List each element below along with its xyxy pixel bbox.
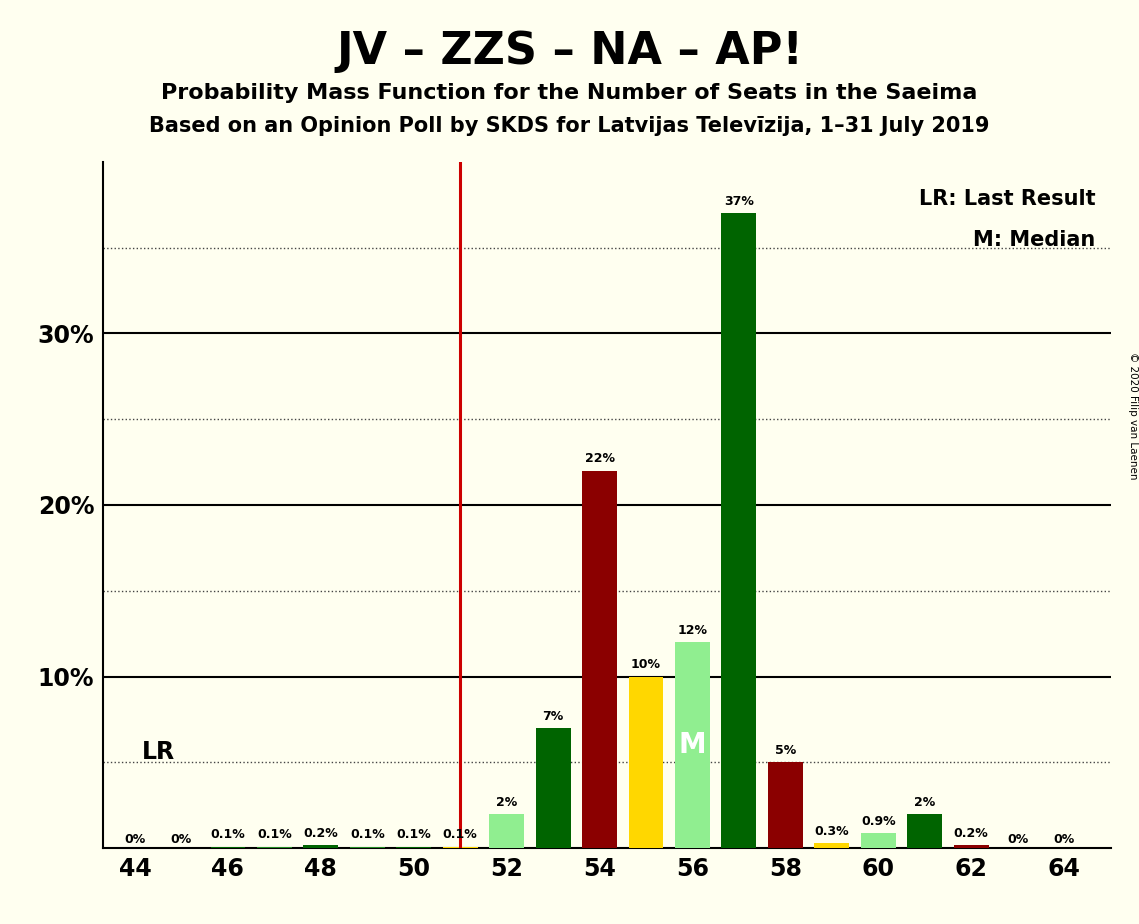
Bar — [257, 846, 292, 848]
Text: 0.1%: 0.1% — [257, 829, 292, 842]
Text: 0.9%: 0.9% — [861, 815, 895, 828]
Text: © 2020 Filip van Laenen: © 2020 Filip van Laenen — [1129, 352, 1138, 480]
Text: 5%: 5% — [775, 744, 796, 758]
Bar — [861, 833, 895, 848]
Bar — [443, 846, 477, 848]
Bar — [535, 728, 571, 848]
Bar — [211, 846, 245, 848]
Text: 0%: 0% — [124, 833, 146, 845]
Text: 37%: 37% — [724, 195, 754, 208]
Bar — [908, 814, 942, 848]
Text: 0.1%: 0.1% — [350, 829, 385, 842]
Text: Based on an Opinion Poll by SKDS for Latvijas Televīzija, 1–31 July 2019: Based on an Opinion Poll by SKDS for Lat… — [149, 116, 990, 137]
Text: 10%: 10% — [631, 659, 661, 672]
Text: 0.1%: 0.1% — [211, 829, 245, 842]
Bar — [490, 814, 524, 848]
Bar — [582, 470, 617, 848]
Text: 0.1%: 0.1% — [443, 829, 477, 842]
Text: 0.2%: 0.2% — [953, 827, 989, 840]
Text: M: Median: M: Median — [973, 230, 1096, 250]
Text: 7%: 7% — [542, 710, 564, 723]
Text: 0.1%: 0.1% — [396, 829, 432, 842]
Bar — [396, 846, 432, 848]
Bar — [303, 845, 338, 848]
Text: JV – ZZS – NA – AP!: JV – ZZS – NA – AP! — [336, 30, 803, 74]
Text: 0%: 0% — [1054, 833, 1075, 845]
Bar — [814, 843, 850, 848]
Text: 0%: 0% — [171, 833, 192, 845]
Text: LR: Last Result: LR: Last Result — [919, 189, 1096, 209]
Text: 0.2%: 0.2% — [303, 827, 338, 840]
Bar — [768, 762, 803, 848]
Text: 0%: 0% — [1007, 833, 1029, 845]
Text: 2%: 2% — [495, 796, 517, 808]
Text: M: M — [679, 731, 706, 760]
Bar — [721, 213, 756, 848]
Text: 0.3%: 0.3% — [814, 825, 849, 838]
Bar — [350, 846, 385, 848]
Bar — [675, 642, 710, 848]
Text: 2%: 2% — [915, 796, 935, 808]
Text: Probability Mass Function for the Number of Seats in the Saeima: Probability Mass Function for the Number… — [162, 83, 977, 103]
Bar — [629, 676, 663, 848]
Text: 22%: 22% — [584, 453, 615, 466]
Text: 12%: 12% — [678, 624, 707, 638]
Text: LR: LR — [142, 740, 175, 764]
Bar — [953, 845, 989, 848]
